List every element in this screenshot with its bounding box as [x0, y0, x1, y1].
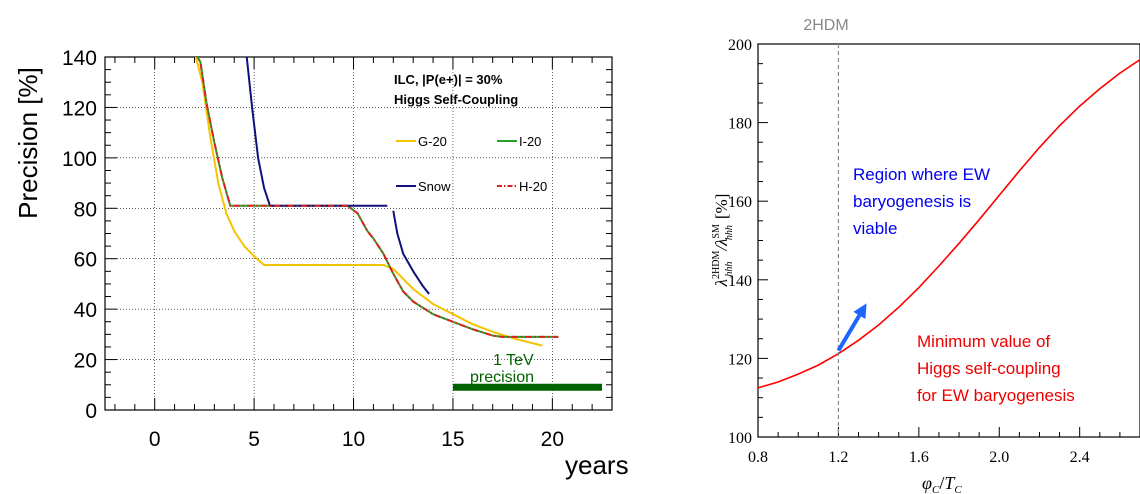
left-tick-labels: 0 5 10 15 20 0 20 40 60 80 100 120 140	[62, 47, 564, 451]
ylabel-unit: [%]	[712, 194, 731, 219]
right-xtick-label: 1.2	[828, 449, 848, 466]
annotation-viable-line1: Region where EW	[853, 165, 990, 184]
legend-label-g20: G-20	[418, 134, 447, 149]
ylabel-lambda-1: λ	[712, 279, 731, 287]
ylabel-lambda-2: λ	[712, 239, 731, 247]
left-xtick-label: 0	[149, 428, 161, 451]
right-tick-labels: 0.8 1.2 1.6 2.0 2.4 100 120 140 160 180 200	[728, 37, 1090, 466]
right-ticks	[757, 43, 1140, 438]
ylabel-sup-1: 2HDM	[711, 251, 722, 279]
xlabel-sub-2: C	[954, 484, 962, 494]
left-ytick-label: 60	[74, 249, 97, 272]
series-line-i-20	[196, 57, 559, 338]
annotation-1tev-line1: 1 TeV	[493, 352, 534, 369]
annotation-viable-line2: baryogenesis is	[853, 192, 971, 211]
right-xtick-label: 2.4	[1070, 449, 1090, 466]
left-ytick-label: 100	[62, 148, 97, 171]
annotation-min-line1: Minimum value of	[917, 332, 1050, 351]
right-ytick-label: 140	[728, 273, 752, 290]
left-ytick-label: 0	[85, 400, 97, 423]
ylabel-sub-2: hhh	[724, 225, 735, 240]
legend-label-snow: Snow	[418, 179, 451, 194]
left-xtick-label: 5	[248, 428, 260, 451]
annotation-viable-region: Region where EW baryogenesis is viable	[853, 165, 990, 238]
left-xtick-label: 15	[441, 428, 464, 451]
annotation-minimum-value: Minimum value of Higgs self-coupling for…	[917, 332, 1075, 405]
legend-header-line2: Higgs Self-Coupling	[394, 92, 518, 107]
right-series	[757, 59, 1140, 389]
left-ytick-label: 140	[62, 47, 97, 70]
right-xtick-label: 1.6	[909, 449, 929, 466]
right-series-curve	[757, 59, 1140, 389]
right-ytick-label: 200	[728, 37, 752, 54]
right-ytick-label: 160	[728, 194, 752, 211]
annotation-min-line3: for EW baryogenesis	[917, 386, 1075, 405]
right-xtick-label: 2.0	[989, 449, 1009, 466]
annotation-1tev-line2: precision	[470, 369, 534, 386]
annotation-viable-line3: viable	[853, 219, 897, 238]
left-series	[194, 57, 559, 347]
right-x-axis-label: φC/TC	[922, 473, 962, 494]
right-ytick-label: 120	[728, 351, 752, 368]
xlabel-t: T	[944, 473, 956, 493]
left-legend: ILC, |P(e+)| = 30% Higgs Self-Coupling G…	[394, 72, 547, 194]
left-ytick-label: 20	[74, 350, 97, 373]
right-chart: 0.8 1.2 1.6 2.0 2.4 100 120 140 160 180 200 2HDM λ…	[711, 17, 1140, 494]
right-arrow-shaft	[836, 314, 862, 352]
left-xtick-label: 20	[541, 428, 564, 451]
xlabel-sub-1: C	[932, 484, 940, 494]
ylabel-sep: /	[712, 244, 731, 252]
left-ytick-label: 120	[62, 97, 97, 120]
right-xtick-label: 0.8	[748, 449, 768, 466]
series-line-snow	[245, 57, 388, 207]
annotation-min-line2: Higgs self-coupling	[917, 359, 1061, 378]
right-y-axis-label: λ2HDM hhh/λSM hhh[%]	[711, 194, 735, 288]
right-title: 2HDM	[803, 17, 848, 34]
left-ytick-label: 40	[74, 299, 97, 322]
xlabel-sep: /	[939, 473, 944, 493]
right-overlay	[836, 44, 867, 437]
legend-label-h20: H-20	[519, 179, 547, 194]
left-x-axis-label: years	[565, 450, 629, 480]
xlabel-phi: φ	[922, 473, 932, 493]
left-xtick-label: 10	[342, 428, 365, 451]
legend-header-line1: ILC, |P(e+)| = 30%	[394, 72, 503, 87]
series-line-snow	[392, 210, 430, 295]
right-ytick-label: 180	[728, 116, 752, 133]
left-grid	[105, 56, 612, 411]
left-plot-frame	[104, 56, 613, 411]
left-chart: 0 5 10 15 20 0 20 40 60 80 100 120 140 Precision [%]…	[13, 47, 629, 480]
right-arrow-head	[853, 303, 867, 319]
left-y-axis-label: Precision [%]	[13, 67, 43, 219]
legend-label-i20: I-20	[519, 134, 541, 149]
left-ytick-label: 80	[74, 198, 97, 221]
ylabel-sub-1: hhh	[724, 262, 735, 277]
left-ticks	[105, 56, 613, 411]
ylabel-sup-2: SM	[711, 224, 722, 239]
right-ytick-label: 100	[728, 430, 752, 447]
series-line-g-20	[194, 57, 543, 347]
